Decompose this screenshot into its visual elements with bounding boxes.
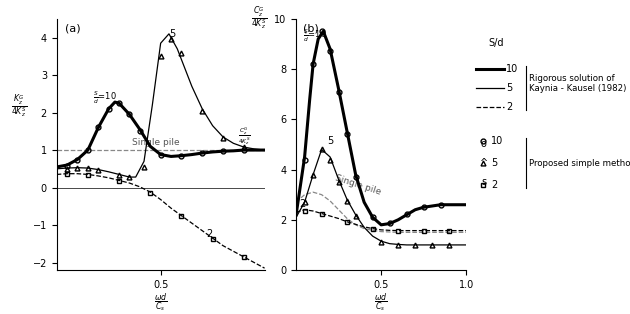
Text: 5: 5 [169, 30, 175, 40]
Text: Rigorous solution of
Kaynia - Kausel (1982): Rigorous solution of Kaynia - Kausel (19… [529, 73, 627, 93]
Text: 10: 10 [491, 136, 503, 146]
Text: Single pile: Single pile [333, 174, 382, 197]
Text: $\frac{S}{d}$=10: $\frac{S}{d}$=10 [303, 28, 327, 44]
Text: Proposed simple method: Proposed simple method [529, 159, 630, 168]
Y-axis label: $\frac{K_z^G}{4K_z^S}$: $\frac{K_z^G}{4K_z^S}$ [11, 94, 28, 119]
Y-axis label: $\frac{C_z^G}{4K_z^S}$: $\frac{C_z^G}{4K_z^S}$ [251, 6, 267, 31]
Text: Single pile: Single pile [132, 138, 179, 148]
Text: 10: 10 [506, 64, 518, 74]
Text: 5: 5 [491, 158, 497, 168]
Text: o: o [481, 139, 487, 149]
Text: 2: 2 [506, 102, 512, 112]
Text: 5: 5 [327, 136, 333, 146]
Text: (a): (a) [65, 24, 81, 34]
X-axis label: $\frac{\omega d}{C_s}$: $\frac{\omega d}{C_s}$ [374, 291, 388, 314]
Text: ^: ^ [480, 158, 488, 168]
Text: 2: 2 [207, 230, 213, 239]
Text: s: s [481, 177, 486, 187]
Text: $\frac{C_z^G}{4K_z^S}$: $\frac{C_z^G}{4K_z^S}$ [238, 126, 250, 148]
Text: 5: 5 [506, 83, 512, 93]
X-axis label: $\frac{\omega d}{C_s}$: $\frac{\omega d}{C_s}$ [154, 291, 168, 314]
Text: (b): (b) [303, 24, 319, 34]
Text: 2: 2 [491, 180, 497, 190]
Text: 2: 2 [299, 199, 306, 209]
Text: S/d: S/d [488, 38, 504, 48]
Text: $\frac{S}{d}$=10: $\frac{S}{d}$=10 [93, 89, 117, 106]
